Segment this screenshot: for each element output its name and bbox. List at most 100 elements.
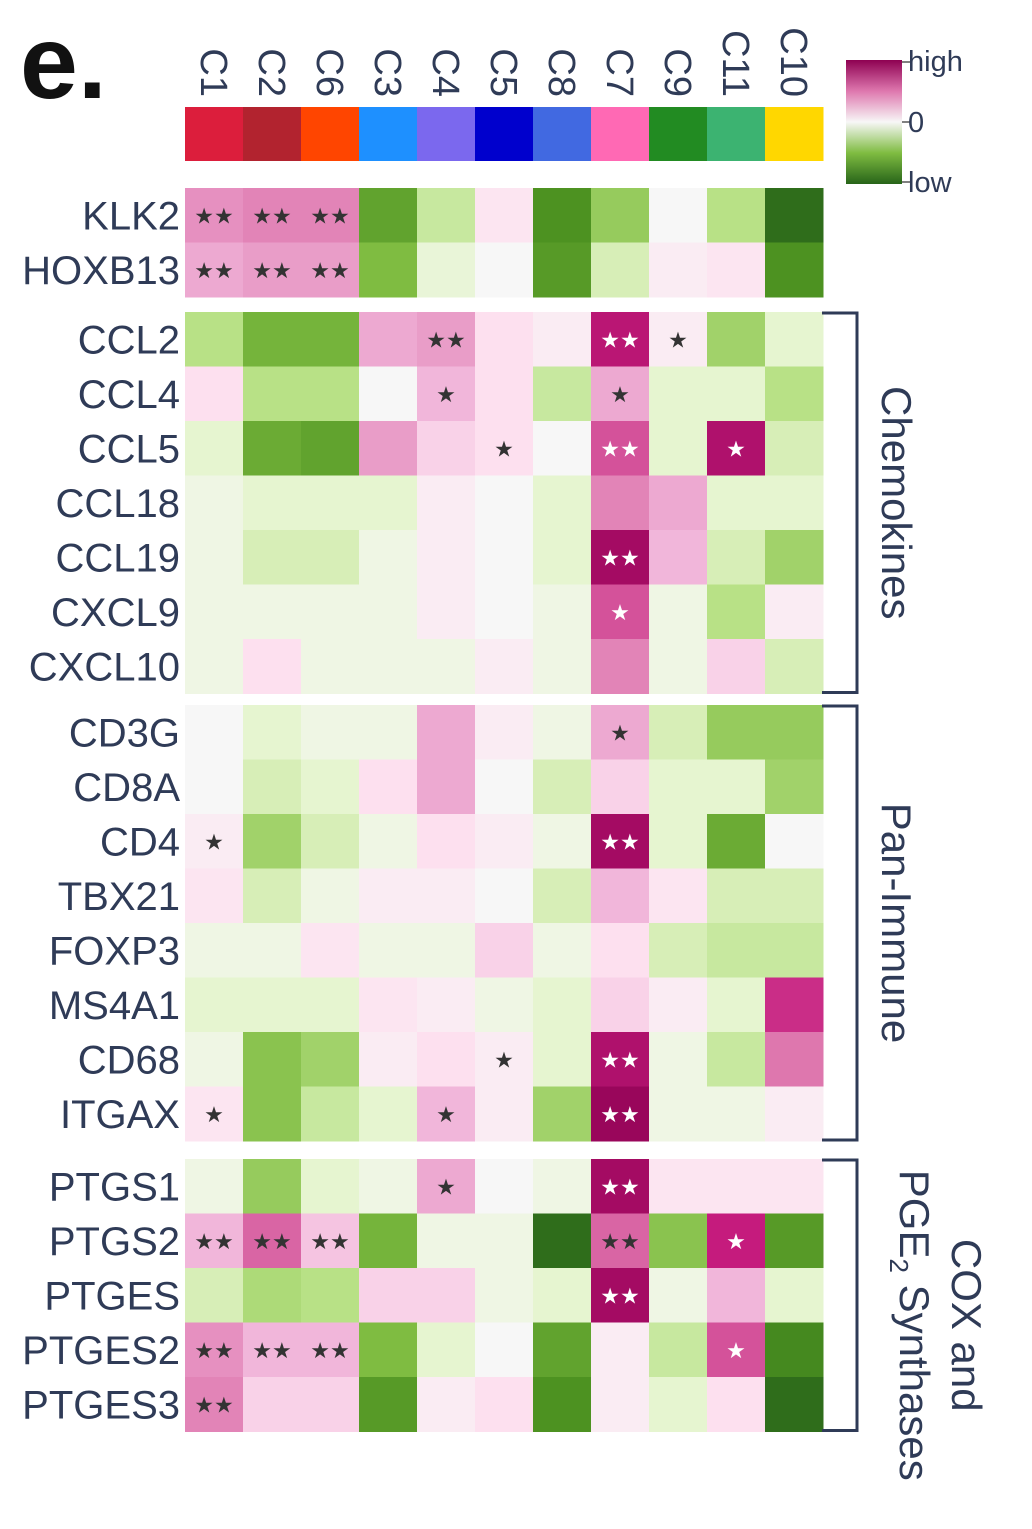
heatmap-cell	[359, 705, 418, 760]
group-label-chemokines: Chemokines	[873, 386, 920, 619]
heatmap-cell	[243, 1268, 302, 1323]
heatmap-cell	[591, 475, 650, 531]
heatmap-cell	[243, 242, 302, 298]
heatmap-cell	[707, 977, 766, 1033]
significance-stars: ★	[494, 1047, 514, 1072]
column-labels: C1 C2 C6 C3 C4 C5 C8 C7 C9 C11 C10	[192, 27, 814, 97]
heatmap-cell	[417, 814, 476, 869]
heatmap-cell	[475, 584, 534, 640]
heatmap-cell	[649, 475, 708, 531]
significance-stars: ★★	[310, 258, 349, 283]
row-label-ms4a1: MS4A1	[49, 984, 180, 1028]
heatmap-cell	[765, 1322, 824, 1378]
heatmap-cell	[765, 1159, 824, 1214]
heatmap-cell	[243, 475, 302, 531]
heatmap-cell	[301, 242, 360, 298]
significance-stars: ★★	[252, 258, 291, 283]
heatmap-cell	[243, 1213, 302, 1269]
row-label-cd4: CD4	[100, 820, 180, 864]
heatmap-cell	[185, 759, 244, 815]
column-label-c5: C5	[482, 48, 524, 97]
heatmap-cell	[649, 421, 708, 476]
significance-stars: ★★	[194, 1229, 233, 1254]
heatmap-cell	[765, 977, 824, 1033]
heatmap-cell	[533, 1159, 592, 1214]
significance-stars: ★	[668, 327, 688, 352]
heatmap-cell	[475, 814, 534, 869]
heatmap-cell	[649, 1377, 708, 1432]
heatmap-cell	[243, 814, 302, 869]
significance-stars: ★★	[194, 203, 233, 228]
heatmap-cell	[359, 639, 418, 694]
panel-label: e.	[20, 5, 107, 121]
heatmap-cell	[707, 705, 766, 760]
cluster-swatch-c4	[417, 107, 476, 161]
heatmap-cell	[359, 475, 418, 531]
heatmap-cell	[533, 1377, 592, 1432]
heatmap-cell	[243, 977, 302, 1033]
heatmap-cell	[765, 1213, 824, 1269]
heatmap-cell	[707, 1159, 766, 1214]
heatmap-cell	[649, 1032, 708, 1087]
group-label-cox-and-pge2-synthases-line-2: PGE2 Synthases	[884, 1170, 938, 1481]
heatmap-cell	[301, 923, 360, 978]
heatmap-cell	[649, 705, 708, 760]
heatmap-cell	[301, 1377, 360, 1432]
heatmap-cell	[475, 759, 534, 815]
heatmap-cell	[591, 242, 650, 298]
heatmap-cell	[185, 421, 244, 476]
significance-stars: ★★	[600, 1283, 639, 1308]
heatmap-cell	[649, 1086, 708, 1142]
heatmap-cell	[707, 1086, 766, 1142]
heatmap-cell	[765, 705, 824, 760]
heatmap-cell	[591, 923, 650, 978]
heatmap-cell	[301, 1322, 360, 1378]
heatmap-cell	[707, 639, 766, 694]
heatmap-cell	[301, 530, 360, 585]
heatmap-cell	[301, 1268, 360, 1323]
heatmap-cell	[359, 814, 418, 869]
heatmap-cell	[301, 366, 360, 422]
heatmap-cell	[649, 814, 708, 869]
cluster-swatch-c10	[765, 107, 824, 161]
heatmap-cell	[185, 1322, 244, 1378]
heatmap-cell	[533, 1268, 592, 1323]
heatmap-cell	[417, 530, 476, 585]
heatmap-cell	[185, 1032, 244, 1087]
heatmap-cell	[417, 312, 476, 367]
heatmap-cell	[185, 705, 244, 760]
significance-stars: ★★	[600, 436, 639, 461]
heatmap-cell	[591, 1032, 650, 1087]
group-label-cox-and-pge2-synthases-line-1: COX and	[943, 1239, 990, 1412]
column-label-c8: C8	[540, 48, 582, 97]
heatmap-cell	[707, 759, 766, 815]
heatmap-cell	[649, 1159, 708, 1214]
heatmap-cell	[649, 312, 708, 367]
heatmap-cell	[649, 868, 708, 924]
heatmap-cell	[765, 242, 824, 298]
heatmap-cell	[707, 1032, 766, 1087]
heatmap-cell	[185, 814, 244, 869]
significance-stars: ★★	[600, 545, 639, 570]
heatmap-cell	[707, 475, 766, 531]
heatmap-cell	[185, 584, 244, 640]
heatmap-cell	[475, 1159, 534, 1214]
row-label-klk2: KLK2	[82, 194, 180, 238]
heatmap-cell	[301, 759, 360, 815]
heatmap-cell	[185, 188, 244, 243]
heatmap-cell	[359, 421, 418, 476]
heatmap-cell	[417, 1213, 476, 1269]
heatmap-cell	[591, 759, 650, 815]
significance-stars: ★	[494, 436, 514, 461]
cluster-swatch-c2	[243, 107, 302, 161]
heatmap-cell	[243, 1322, 302, 1378]
heatmap-cell	[533, 1213, 592, 1269]
heatmap-cell	[533, 421, 592, 476]
legend-zero-label: 0	[908, 107, 924, 139]
heatmap-cell	[591, 1268, 650, 1323]
heatmap-cell	[185, 1377, 244, 1432]
heatmap-cell	[707, 242, 766, 298]
heatmap-cell	[359, 868, 418, 924]
